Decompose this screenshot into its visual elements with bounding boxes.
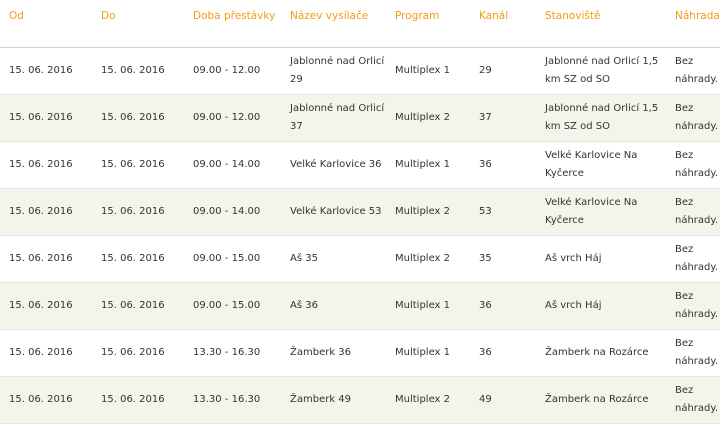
cell-program: Multiplex 1 — [386, 282, 470, 330]
cell-nazev: Jablonné nad Orlicí 29 — [281, 47, 386, 95]
header-kanal[interactable]: Kanál — [470, 0, 536, 48]
cell-do: 15. 06. 2016 — [92, 282, 184, 330]
cell-program: Multiplex 2 — [386, 376, 470, 424]
table-row: 15. 06. 2016 15. 06. 2016 09.00 - 15.00 … — [0, 235, 720, 283]
cell-kanal: 37 — [470, 94, 536, 142]
cell-kanal: 29 — [470, 47, 536, 95]
cell-stanoviste: Aš vrch Háj — [536, 282, 666, 330]
header-program[interactable]: Program — [386, 0, 470, 48]
cell-do: 15. 06. 2016 — [92, 329, 184, 377]
header-doba[interactable]: Doba přestávky — [184, 0, 281, 48]
cell-od: 15. 06. 2016 — [0, 376, 92, 424]
cell-doba: 13.30 - 16.30 — [184, 329, 281, 377]
cell-nahrada: Bez náhrady. — [666, 141, 720, 189]
table-row: 15. 06. 2016 15. 06. 2016 13.30 - 16.30 … — [0, 329, 720, 377]
cell-kanal: 36 — [470, 282, 536, 330]
header-do[interactable]: Do — [92, 0, 184, 48]
cell-program: Multiplex 1 — [386, 329, 470, 377]
table-row: 15. 06. 2016 15. 06. 2016 13.30 - 16.30 … — [0, 376, 720, 424]
cell-program: Multiplex 1 — [386, 141, 470, 189]
cell-doba: 09.00 - 15.00 — [184, 235, 281, 283]
table-body: 15. 06. 2016 15. 06. 2016 09.00 - 12.00 … — [0, 47, 720, 424]
cell-od: 15. 06. 2016 — [0, 282, 92, 330]
table-header: Od Do Doba přestávky Název vysílače Prog… — [0, 0, 720, 48]
cell-doba: 13.30 - 16.30 — [184, 376, 281, 424]
cell-nahrada: Bez náhrady. — [666, 188, 720, 236]
cell-program: Multiplex 2 — [386, 188, 470, 236]
cell-program: Multiplex 1 — [386, 47, 470, 95]
cell-doba: 09.00 - 12.00 — [184, 47, 281, 95]
cell-nazev: Aš 35 — [281, 235, 386, 283]
cell-stanoviste: Žamberk na Rozárce — [536, 376, 666, 424]
cell-nahrada: Bez náhrady. — [666, 282, 720, 330]
cell-kanal: 49 — [470, 376, 536, 424]
cell-stanoviste: Aš vrch Háj — [536, 235, 666, 283]
cell-kanal: 36 — [470, 329, 536, 377]
cell-od: 15. 06. 2016 — [0, 188, 92, 236]
header-row: Od Do Doba přestávky Název vysílače Prog… — [0, 0, 720, 48]
cell-do: 15. 06. 2016 — [92, 94, 184, 142]
cell-kanal: 35 — [470, 235, 536, 283]
header-od[interactable]: Od — [0, 0, 92, 48]
cell-nazev: Žamberk 36 — [281, 329, 386, 377]
cell-do: 15. 06. 2016 — [92, 376, 184, 424]
cell-do: 15. 06. 2016 — [92, 141, 184, 189]
cell-nahrada: Bez náhrady. — [666, 376, 720, 424]
cell-od: 15. 06. 2016 — [0, 235, 92, 283]
cell-stanoviste: Velké Karlovice Na Kyčerce — [536, 141, 666, 189]
cell-od: 15. 06. 2016 — [0, 329, 92, 377]
cell-nazev: Velké Karlovice 36 — [281, 141, 386, 189]
cell-kanal: 36 — [470, 141, 536, 189]
cell-nazev: Aš 36 — [281, 282, 386, 330]
cell-nazev: Velké Karlovice 53 — [281, 188, 386, 236]
cell-stanoviste: Žamberk na Rozárce — [536, 329, 666, 377]
table-row: 15. 06. 2016 15. 06. 2016 09.00 - 12.00 … — [0, 94, 720, 142]
cell-od: 15. 06. 2016 — [0, 94, 92, 142]
header-nahrada[interactable]: Náhrada — [666, 0, 720, 48]
header-stanoviste[interactable]: Stanoviště — [536, 0, 666, 48]
header-nazev[interactable]: Název vysílače — [281, 0, 386, 48]
cell-program: Multiplex 2 — [386, 235, 470, 283]
cell-stanoviste: Velké Karlovice Na Kyčerce — [536, 188, 666, 236]
cell-stanoviste: Jablonné nad Orlicí 1,5 km SZ od SO — [536, 94, 666, 142]
cell-nazev: Jablonné nad Orlicí 37 — [281, 94, 386, 142]
table-row: 15. 06. 2016 15. 06. 2016 09.00 - 14.00 … — [0, 188, 720, 236]
cell-do: 15. 06. 2016 — [92, 188, 184, 236]
cell-doba: 09.00 - 14.00 — [184, 141, 281, 189]
cell-nahrada: Bez náhrady. — [666, 47, 720, 95]
cell-kanal: 53 — [470, 188, 536, 236]
cell-doba: 09.00 - 14.00 — [184, 188, 281, 236]
cell-do: 15. 06. 2016 — [92, 235, 184, 283]
table-row: 15. 06. 2016 15. 06. 2016 09.00 - 15.00 … — [0, 282, 720, 330]
cell-nahrada: Bez náhrady. — [666, 329, 720, 377]
cell-doba: 09.00 - 15.00 — [184, 282, 281, 330]
cell-program: Multiplex 2 — [386, 94, 470, 142]
cell-nazev: Žamberk 49 — [281, 376, 386, 424]
cell-od: 15. 06. 2016 — [0, 141, 92, 189]
table-row: 15. 06. 2016 15. 06. 2016 09.00 - 12.00 … — [0, 47, 720, 95]
cell-od: 15. 06. 2016 — [0, 47, 92, 95]
cell-nahrada: Bez náhrady. — [666, 235, 720, 283]
cell-do: 15. 06. 2016 — [92, 47, 184, 95]
cell-doba: 09.00 - 12.00 — [184, 94, 281, 142]
cell-nahrada: Bez náhrady. — [666, 94, 720, 142]
cell-stanoviste: Jablonné nad Orlicí 1,5 km SZ od SO — [536, 47, 666, 95]
table-row: 15. 06. 2016 15. 06. 2016 09.00 - 14.00 … — [0, 141, 720, 189]
